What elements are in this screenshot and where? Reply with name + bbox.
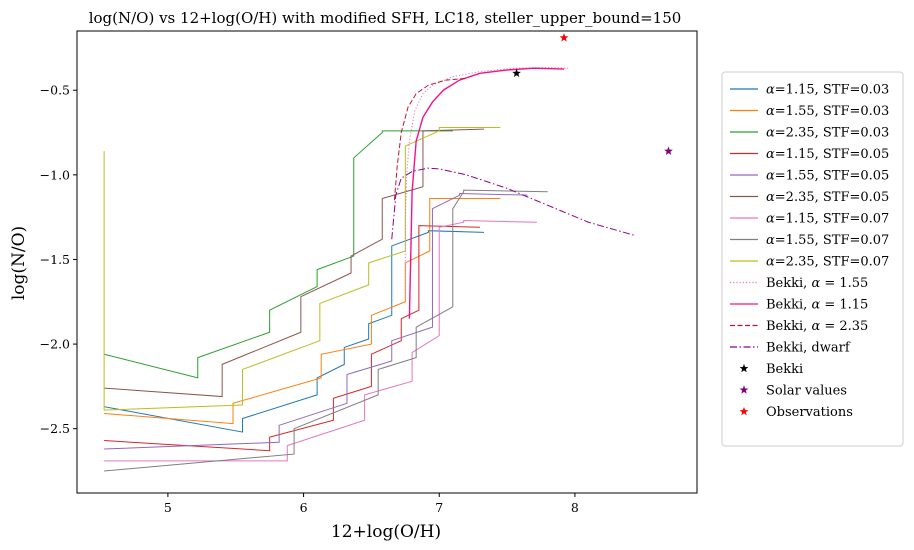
legend-box [721, 71, 904, 447]
y-axis-label: log(N/O) [9, 226, 29, 300]
x-tick-label: 6 [300, 500, 308, 515]
marker-observations [559, 33, 569, 42]
legend-label: Bekki, α = 1.15 [766, 298, 868, 313]
legend-label: α=1.15, STF=0.07 [766, 212, 889, 227]
y-tick-label: −2.0 [40, 337, 70, 352]
x-tick-label: 8 [571, 500, 579, 515]
legend-label: α=1.55, STF=0.05 [766, 169, 889, 184]
legend-label: Bekki, α = 2.35 [766, 319, 868, 334]
chart-title: log(N/O) vs 12+log(O/H) with modified SF… [89, 9, 682, 27]
legend-label: α=1.15, STF=0.05 [766, 147, 889, 162]
legend-label: α=2.35, STF=0.07 [766, 255, 889, 270]
series-line-2 [104, 198, 501, 425]
series-line-8 [104, 189, 548, 472]
series-line-1 [104, 230, 485, 433]
series-line-10 [404, 66, 569, 294]
legend-label: Bekki, α = 1.55 [766, 276, 868, 291]
marker-solar-values [664, 146, 673, 155]
series-line-13 [391, 167, 637, 240]
series-line-7 [104, 220, 537, 462]
y-tick-label: −1.5 [40, 252, 70, 267]
series-line-3 [104, 130, 453, 379]
legend-label: Observations [766, 405, 853, 420]
series-line-11 [408, 67, 565, 319]
legend-label: α=1.55, STF=0.07 [766, 233, 889, 248]
legend-label: Bekki [766, 362, 803, 377]
legend-star-icon [739, 385, 749, 394]
series-line-5 [104, 192, 528, 450]
series-line-9 [103, 126, 501, 411]
legend-label: α=2.35, STF=0.05 [766, 190, 889, 205]
axes: 5 6 7 8 −2.5 −2.0 −1.5 −1.0 −0.5 [40, 30, 698, 515]
series-line-4 [104, 225, 480, 452]
legend-label: Solar values [766, 384, 847, 399]
y-tick-label: −1.0 [40, 167, 70, 182]
legend-label: α=2.35, STF=0.03 [766, 126, 889, 141]
y-tick-label: −2.5 [40, 421, 70, 436]
legend-label: α=1.55, STF=0.03 [766, 104, 889, 119]
series-line-6 [104, 128, 485, 398]
legend: α=1.15, STF=0.03 α=1.55, STF=0.03 α=2.35, … [721, 71, 904, 447]
x-tick-label: 5 [164, 500, 172, 515]
legend-label: Bekki, dwarf [766, 341, 851, 356]
x-tick-label: 7 [435, 500, 443, 515]
plot-area [103, 33, 673, 472]
x-axis-label: 12+log(O/H) [331, 522, 441, 542]
legend-star-icon [739, 363, 749, 373]
series-line-12 [393, 77, 467, 201]
legend-label: α=1.15, STF=0.03 [766, 83, 889, 98]
y-tick-label: −0.5 [40, 83, 70, 98]
marker-bekki [512, 68, 521, 78]
plot-frame [76, 30, 698, 494]
legend-star-icon [739, 406, 749, 416]
